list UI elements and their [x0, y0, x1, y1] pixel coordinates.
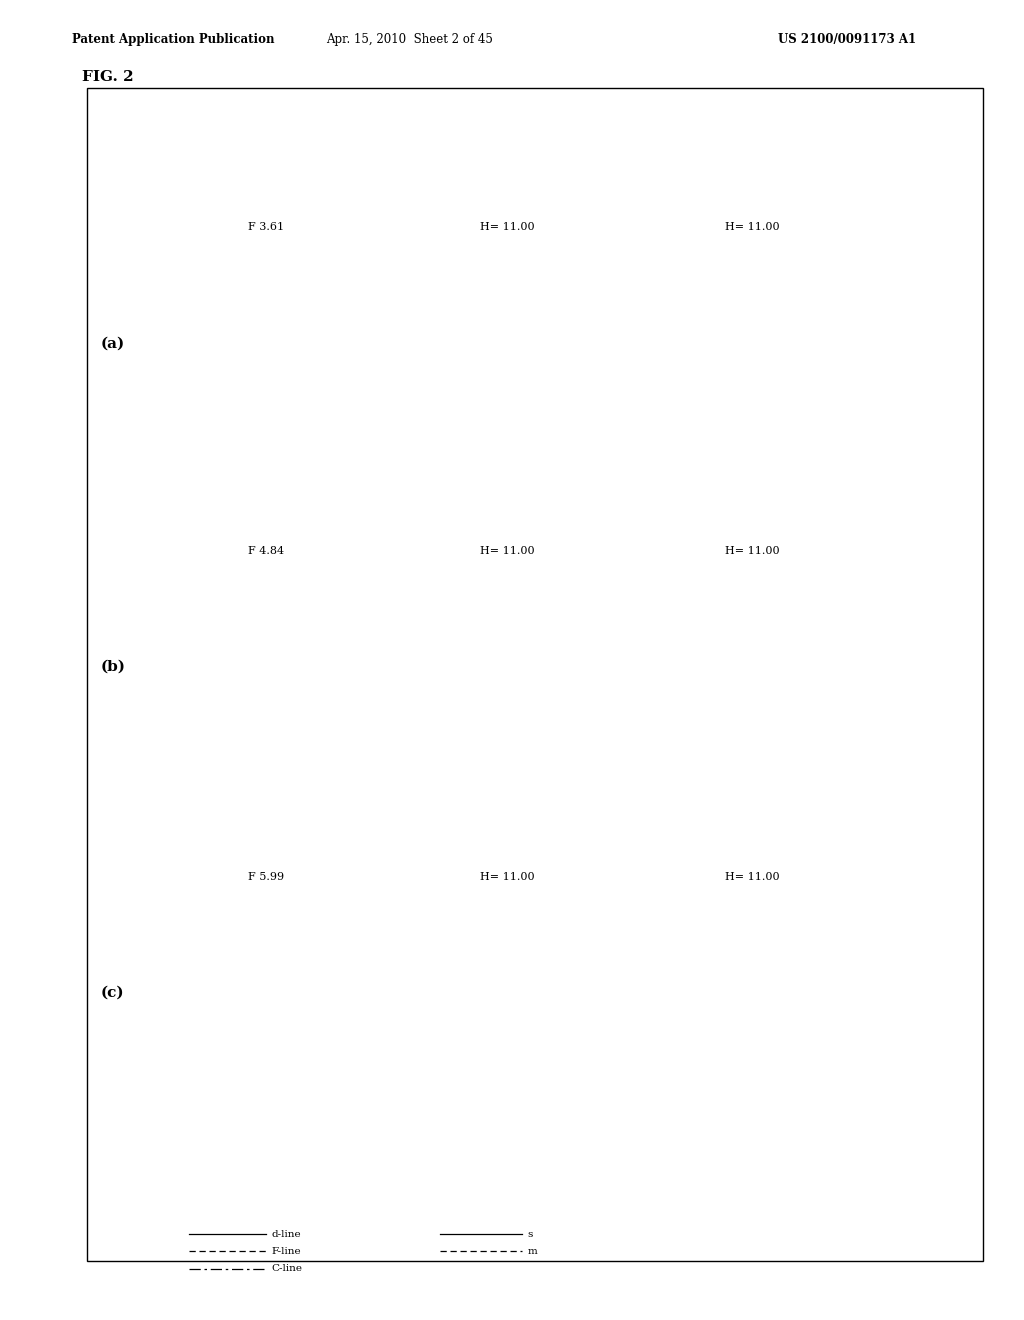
Text: (a): (a) [100, 337, 125, 350]
Text: F 3.61: F 3.61 [248, 222, 285, 232]
Text: d-line: d-line [271, 1230, 301, 1238]
Text: US 2100/0091173 A1: US 2100/0091173 A1 [778, 33, 916, 46]
Text: H= 11.00: H= 11.00 [725, 545, 780, 556]
X-axis label: DIS(%): DIS(%) [734, 523, 771, 532]
Text: (b): (b) [100, 660, 125, 673]
Text: H= 11.00: H= 11.00 [479, 545, 535, 556]
X-axis label: SA(mm): SA(mm) [245, 846, 288, 855]
Text: m: m [527, 1247, 538, 1255]
Text: C-line: C-line [271, 1265, 302, 1272]
Text: H= 11.00: H= 11.00 [725, 871, 780, 882]
X-axis label: DIS(%): DIS(%) [734, 1172, 771, 1181]
Text: H= 11.00: H= 11.00 [479, 222, 535, 232]
X-axis label: AST(mm): AST(mm) [482, 1172, 531, 1181]
X-axis label: AST(mm): AST(mm) [482, 523, 531, 532]
Text: Apr. 15, 2010  Sheet 2 of 45: Apr. 15, 2010 Sheet 2 of 45 [327, 33, 493, 46]
Text: FIG. 2: FIG. 2 [82, 70, 133, 84]
Text: s: s [527, 1230, 532, 1238]
X-axis label: AST(mm): AST(mm) [482, 846, 531, 855]
X-axis label: DIS(%): DIS(%) [734, 846, 771, 855]
Text: H= 11.00: H= 11.00 [479, 871, 535, 882]
Text: F 4.84: F 4.84 [248, 545, 285, 556]
Text: F-line: F-line [271, 1247, 301, 1255]
Text: H= 11.00: H= 11.00 [725, 222, 780, 232]
X-axis label: SA(mm): SA(mm) [245, 1172, 288, 1181]
Text: F 5.99: F 5.99 [248, 871, 285, 882]
X-axis label: SA(mm): SA(mm) [245, 523, 288, 532]
Text: (c): (c) [100, 986, 125, 999]
Text: Patent Application Publication: Patent Application Publication [72, 33, 274, 46]
